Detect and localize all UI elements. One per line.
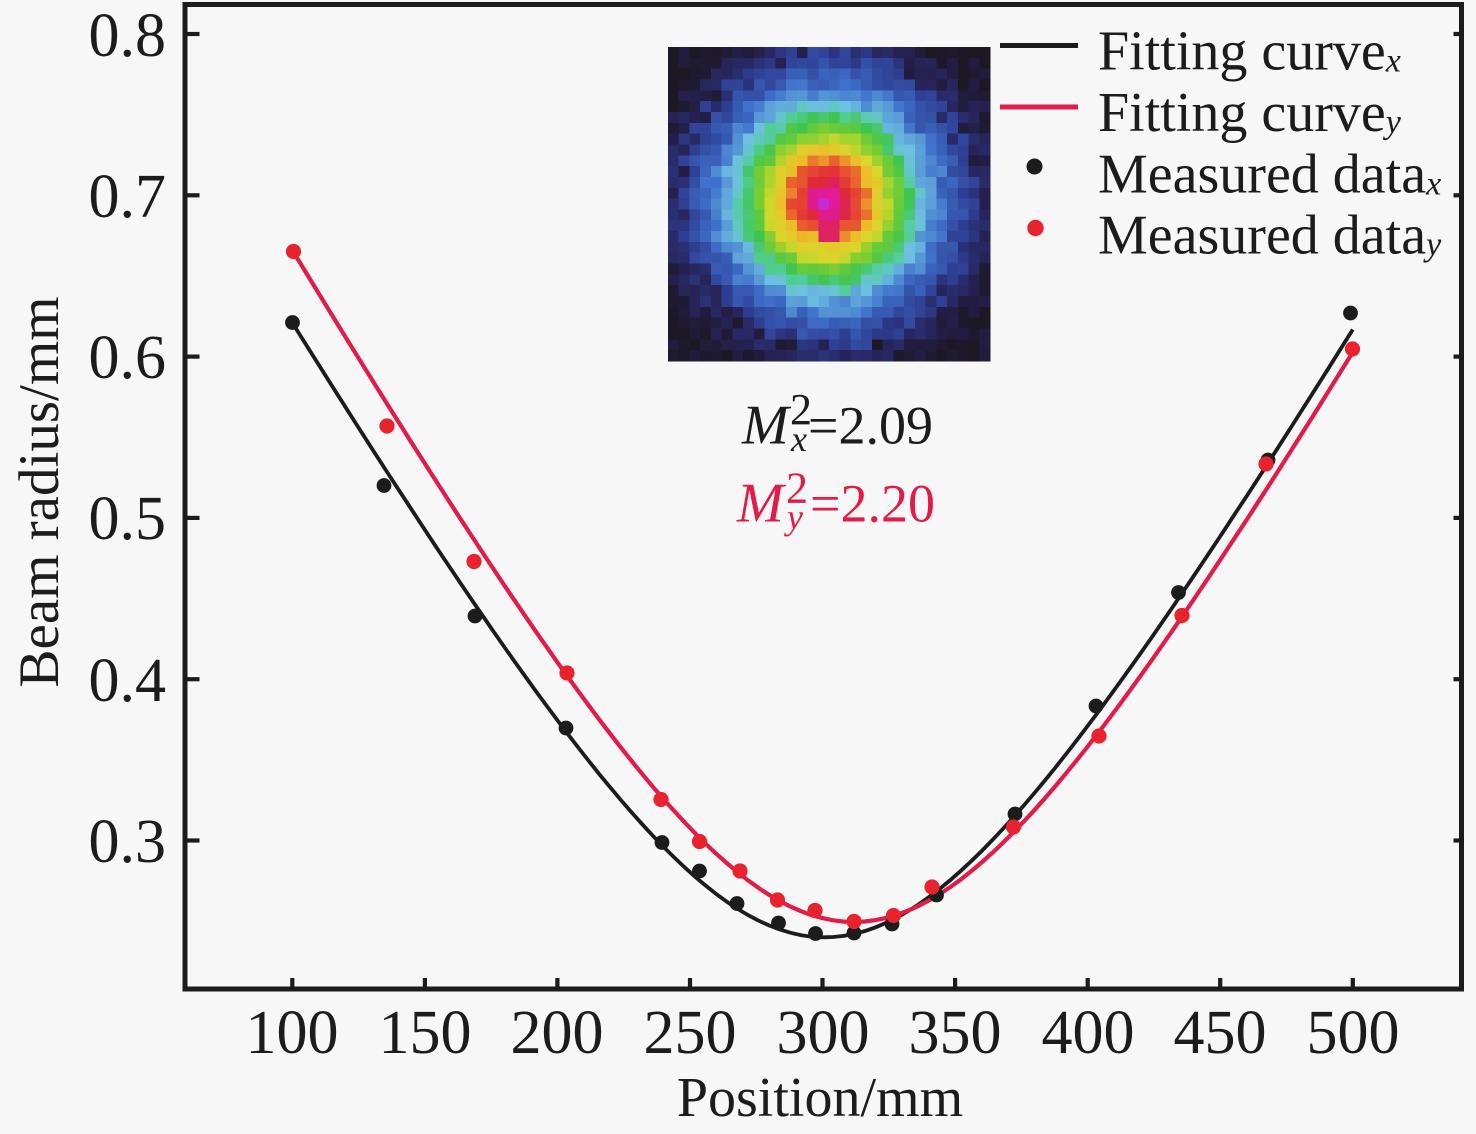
svg-text:400: 400 [1042, 999, 1135, 1067]
svg-text:300: 300 [777, 999, 870, 1067]
svg-text:x: x [790, 419, 807, 459]
svg-text:Position/mm: Position/mm [677, 1067, 963, 1129]
svg-text:250: 250 [644, 999, 737, 1067]
svg-text:0.4: 0.4 [89, 647, 167, 715]
svg-text:0.8: 0.8 [89, 2, 167, 70]
svg-text:Fitting curvey: Fitting curvey [1098, 82, 1402, 144]
svg-text:200: 200 [511, 999, 604, 1067]
svg-text:0.7: 0.7 [89, 163, 167, 231]
svg-text:350: 350 [909, 999, 1002, 1067]
svg-text:Measured datay: Measured datay [1098, 205, 1442, 267]
svg-text:0.6: 0.6 [89, 324, 167, 392]
svg-text:500: 500 [1307, 999, 1400, 1067]
svg-text:Fitting curvex: Fitting curvex [1098, 21, 1401, 83]
svg-text:M: M [741, 395, 792, 457]
svg-text:=2.20: =2.20 [810, 474, 935, 534]
svg-text:2: 2 [786, 464, 808, 513]
svg-text:Measured datax: Measured datax [1098, 144, 1441, 206]
svg-text:0.5: 0.5 [89, 485, 167, 553]
svg-text:Beam radius/mm: Beam radius/mm [8, 296, 71, 687]
svg-text:100: 100 [246, 999, 339, 1067]
svg-text:150: 150 [379, 999, 472, 1067]
svg-text:450: 450 [1174, 999, 1267, 1067]
svg-text:=2.09: =2.09 [808, 396, 933, 456]
svg-text:y: y [784, 497, 803, 537]
svg-text:2: 2 [790, 385, 812, 434]
svg-text:0.3: 0.3 [89, 808, 167, 876]
svg-text:M: M [736, 473, 787, 535]
